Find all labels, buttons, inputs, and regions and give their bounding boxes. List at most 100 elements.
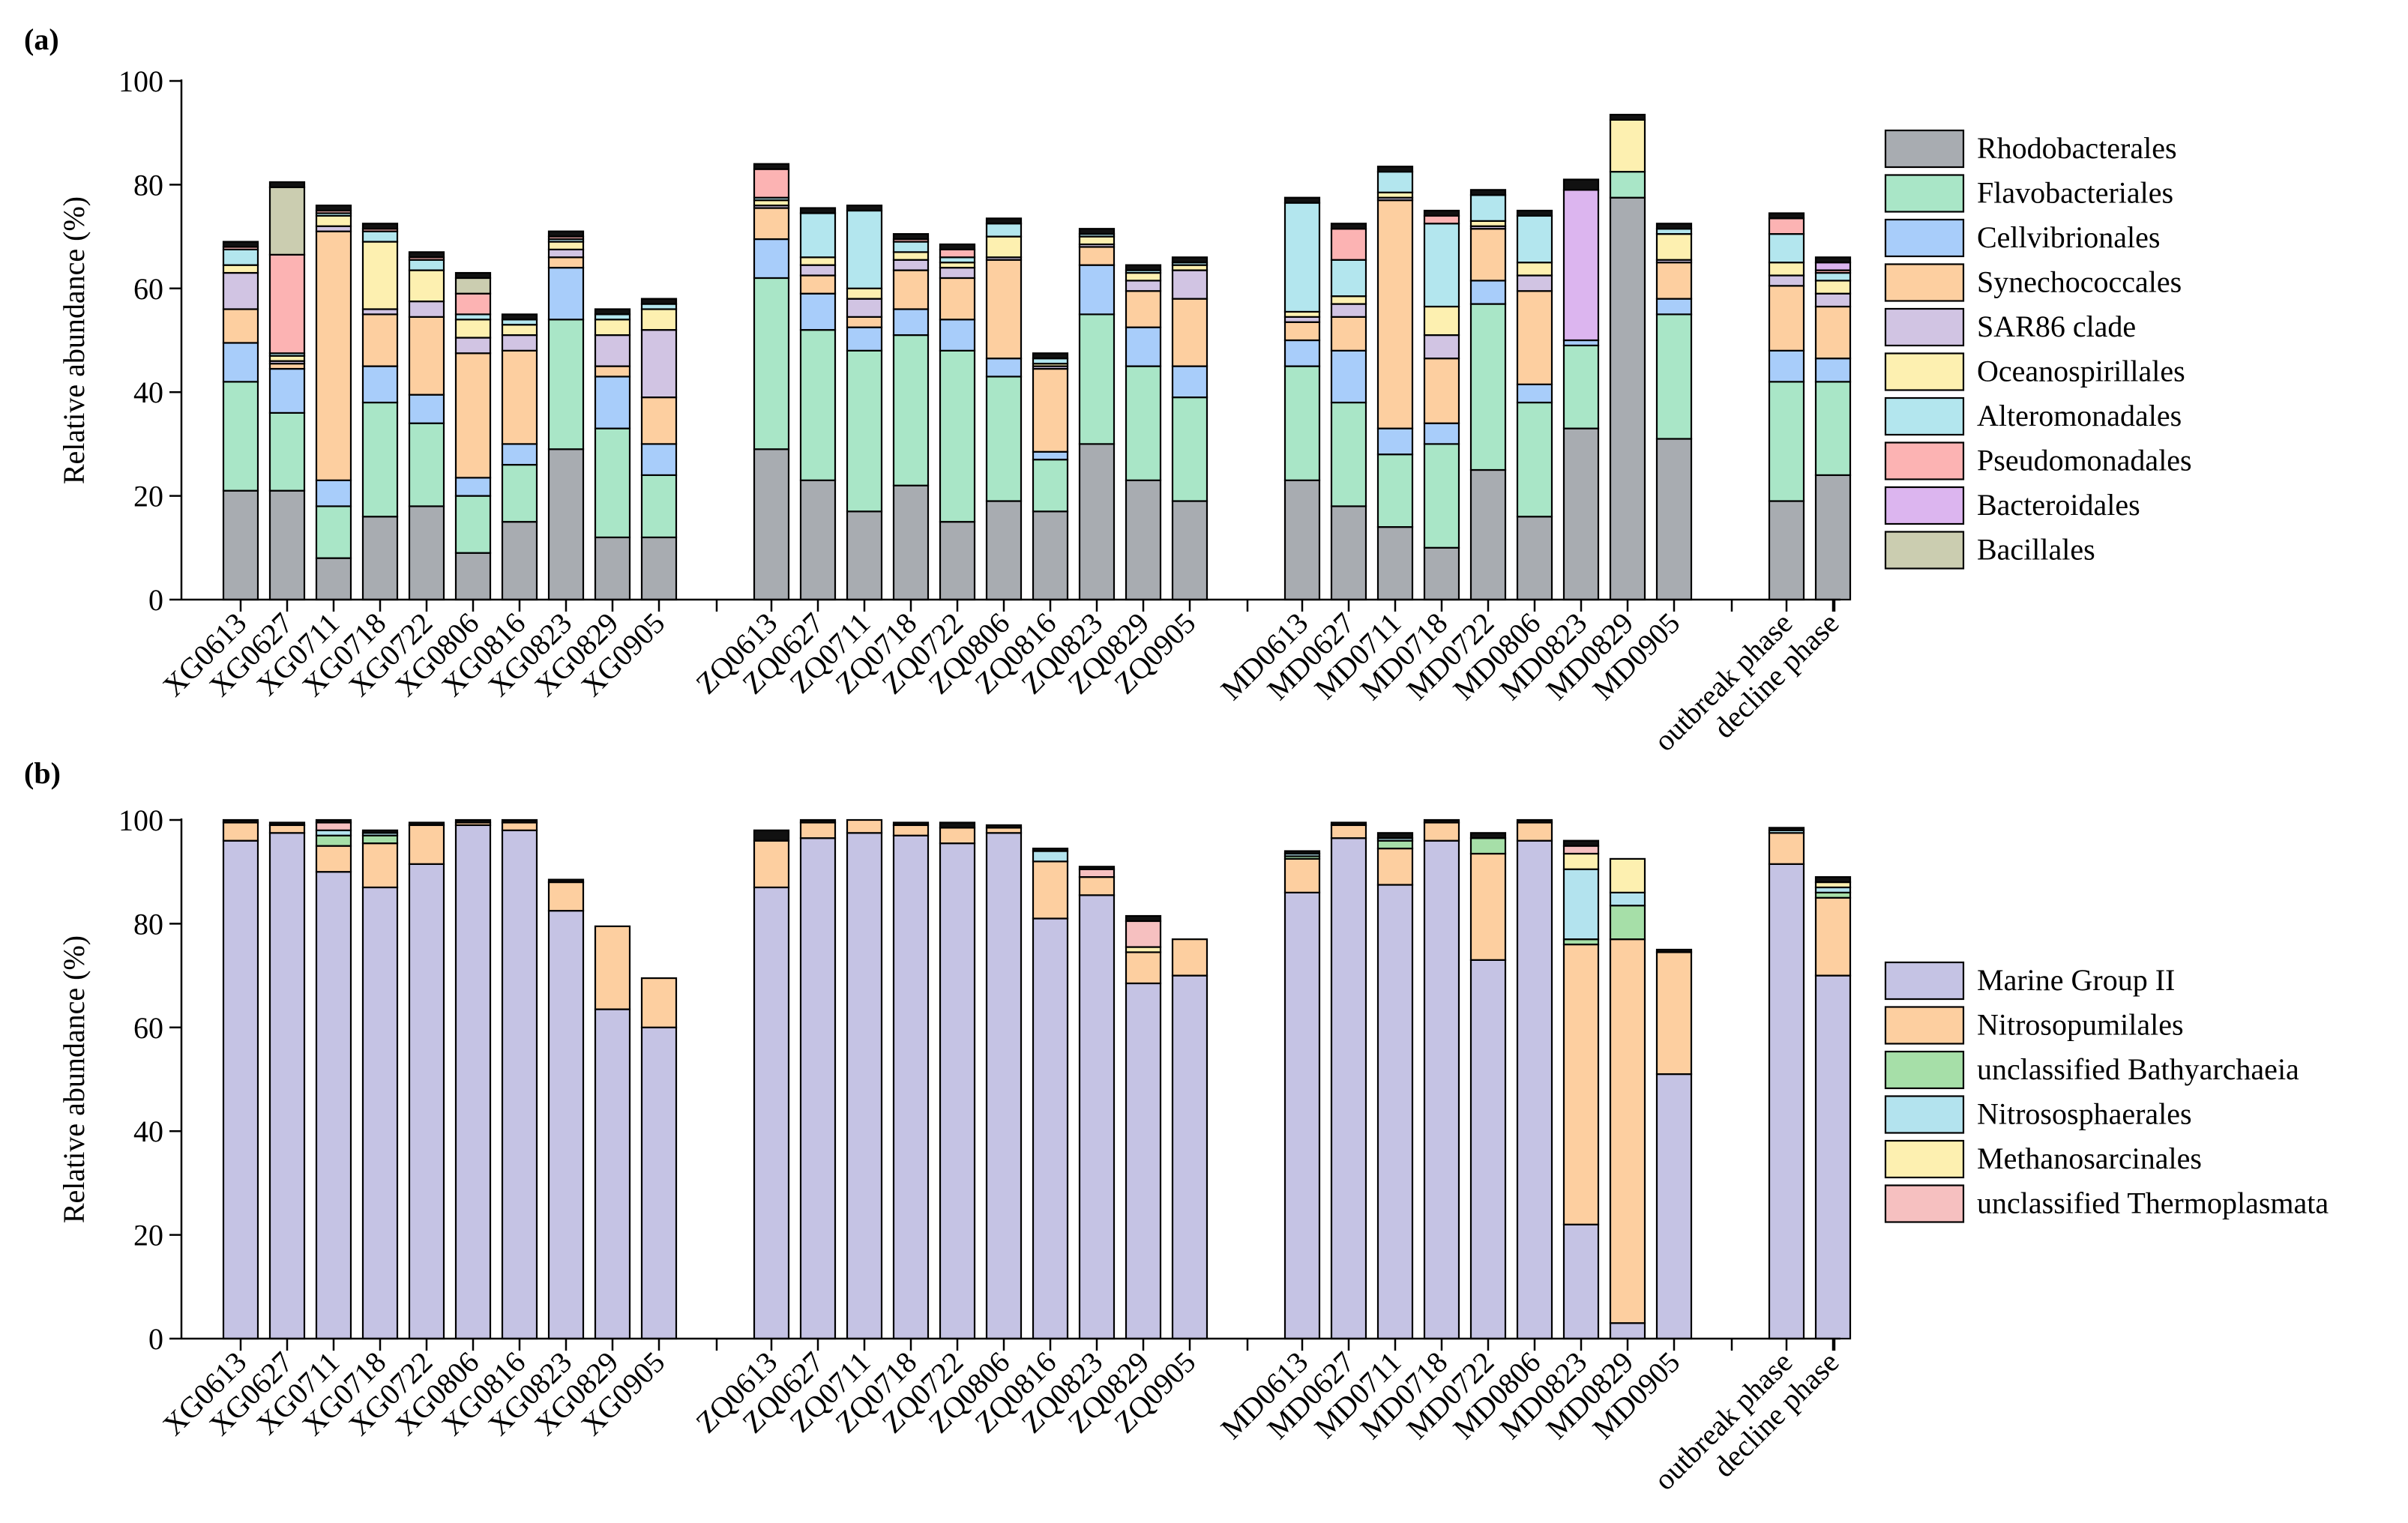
bar-segment — [1655, 948, 1693, 953]
bar-segment — [408, 269, 445, 303]
bar-segment — [1768, 233, 1805, 264]
bar-segment — [408, 393, 445, 424]
bar-segment — [1814, 256, 1852, 264]
bar-segment — [892, 233, 930, 241]
panel-label: (b) — [24, 756, 61, 790]
bar-segment — [1032, 860, 1069, 920]
bar-segment — [361, 516, 399, 601]
bar-segment — [1516, 290, 1553, 385]
bar-segment — [1125, 479, 1162, 601]
legend-swatch — [1884, 1050, 1965, 1090]
bar-segment — [1171, 269, 1208, 300]
bar-segment — [315, 214, 352, 227]
legend-label: Alteromonadales — [1977, 399, 2182, 432]
bar-segment — [1125, 951, 1162, 985]
bar-segment — [1562, 427, 1600, 601]
bar-segment — [846, 349, 883, 513]
bar-segment — [1376, 832, 1414, 839]
y-tick-label: 0 — [148, 583, 163, 617]
bar-segment — [985, 235, 1023, 259]
bar-segment — [1283, 196, 1321, 204]
bar-segment — [454, 292, 492, 316]
bar-segment — [1078, 868, 1116, 878]
bar-segment — [799, 821, 837, 839]
bar-segment — [1330, 295, 1367, 305]
legend-swatch — [1884, 1184, 1965, 1223]
bar-segment — [268, 821, 306, 827]
bar-segment — [1469, 194, 1507, 222]
bar-segment — [1330, 316, 1367, 352]
bar-segment — [1078, 246, 1116, 266]
bar-segment — [1125, 271, 1162, 282]
bar-segment — [1376, 884, 1414, 1340]
bar-segment — [547, 248, 585, 259]
bar-segment — [1376, 847, 1414, 886]
bar-segment — [892, 484, 930, 601]
bar-segment — [892, 241, 930, 253]
bar-segment — [1562, 189, 1600, 342]
legend-swatch — [1884, 129, 1965, 169]
bar-segment — [939, 277, 976, 321]
bar-segment — [1469, 832, 1507, 839]
bar-segment — [892, 251, 930, 261]
bar-segment — [1171, 938, 1208, 977]
bar-segment — [268, 367, 306, 414]
bar-segment — [1768, 212, 1805, 220]
bar-segment — [268, 181, 306, 188]
legend-swatch — [1884, 396, 1965, 436]
bar-segment — [408, 301, 445, 318]
bar-segment — [1469, 837, 1507, 855]
bar-segment — [1283, 202, 1321, 313]
bar-segment — [408, 505, 445, 601]
bar-segment — [939, 248, 976, 259]
bar-segment — [594, 925, 631, 1010]
bar-segment — [361, 365, 399, 404]
bar-segment — [1171, 298, 1208, 367]
bar-segment — [985, 223, 1023, 238]
bar-segment — [547, 909, 585, 1340]
bar-segment — [1562, 178, 1600, 191]
bar-segment — [1078, 264, 1116, 316]
bar-segment — [315, 871, 352, 1340]
bar-segment — [501, 443, 538, 466]
bar-segment — [753, 168, 790, 199]
bar-segment — [846, 326, 883, 352]
bar-segment — [1469, 468, 1507, 601]
bar-segment — [315, 505, 352, 559]
bar-segment — [799, 212, 837, 259]
bar-segment — [1516, 274, 1553, 292]
bar-segment — [1609, 1322, 1646, 1340]
bar-segment — [1376, 526, 1414, 601]
bar-segment — [939, 243, 976, 251]
bar-segment — [753, 886, 790, 1340]
legend-swatch — [1884, 1006, 1965, 1045]
bar-segment — [1078, 313, 1116, 445]
bar-segment — [1469, 280, 1507, 305]
bar-segment — [315, 557, 352, 601]
bar-segment — [1078, 228, 1116, 235]
bar-segment — [1078, 876, 1116, 896]
bar-segment — [594, 1008, 631, 1340]
bar-segment — [315, 479, 352, 507]
bar-segment — [1814, 305, 1852, 360]
bar-segment — [892, 259, 930, 271]
bar-segment — [315, 818, 352, 824]
bar-segment — [594, 376, 631, 429]
legend-label: Marine Group II — [1977, 963, 2175, 997]
bar-segment — [939, 827, 976, 845]
bar-segment — [892, 269, 930, 310]
bar-segment — [1609, 113, 1646, 121]
bar-segment — [1125, 326, 1162, 367]
bar-segment — [1562, 845, 1600, 855]
bar-segment — [1655, 313, 1693, 440]
bar-segment — [501, 334, 538, 352]
bar-segment — [640, 443, 678, 477]
y-tick-label: 60 — [133, 272, 163, 306]
bar-segment — [1032, 459, 1069, 513]
bar-segment — [640, 536, 678, 601]
bar-segment — [939, 267, 976, 280]
bar-segment — [892, 824, 930, 836]
legend-swatch — [1884, 307, 1965, 347]
bar-segment — [1655, 951, 1693, 1076]
bar-segment — [1516, 818, 1553, 824]
